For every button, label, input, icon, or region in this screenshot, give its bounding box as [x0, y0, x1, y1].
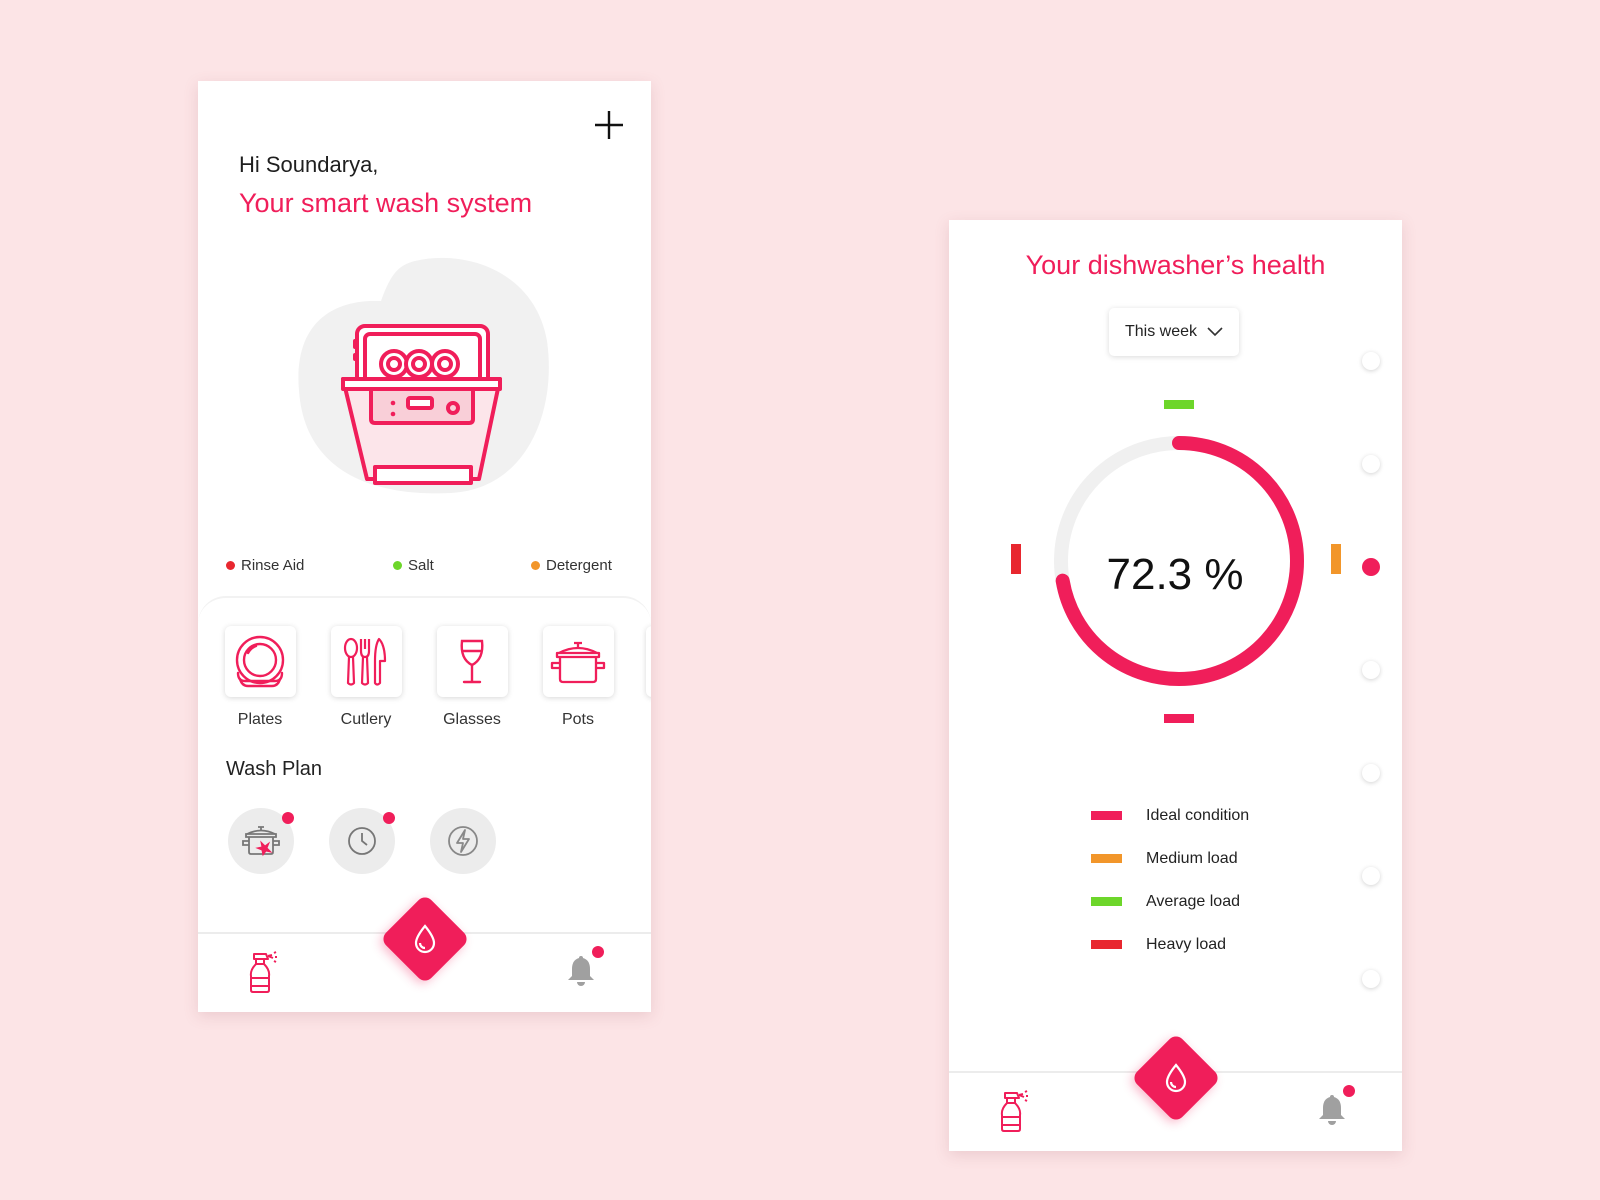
- bottom-nav: [949, 1032, 1402, 1151]
- page-title: Your smart wash system: [239, 188, 533, 218]
- cutlery-icon: [343, 637, 387, 686]
- week-timeline: [1357, 352, 1387, 992]
- timeline-point[interactable]: [1362, 661, 1380, 679]
- category-label: Plates: [237, 711, 283, 728]
- lightning-icon: [448, 826, 478, 856]
- legend-item: Heavy load: [1091, 923, 1331, 966]
- timeline-point[interactable]: [1362, 455, 1380, 473]
- page-title: Your dishwasher’s health: [1025, 250, 1326, 280]
- health-gauge: 72.3 %: [1005, 400, 1345, 750]
- notification-badge: [282, 812, 294, 824]
- marker-top: [1164, 400, 1194, 409]
- status-dot: [226, 561, 235, 570]
- legend-swatch: [1091, 811, 1122, 820]
- level-label: Detergent: [546, 557, 612, 574]
- bottom-nav: [198, 893, 651, 1012]
- legend-swatch: [1091, 940, 1122, 949]
- bottom-panel: [198, 596, 651, 1012]
- nav-notifications[interactable]: [566, 946, 604, 991]
- water-drop-icon: [1165, 1063, 1187, 1093]
- timeline-point[interactable]: [1362, 764, 1380, 782]
- category-pots[interactable]: Pots: [538, 626, 618, 729]
- legend-item: Ideal condition: [1091, 794, 1331, 837]
- category-label: Glasses: [443, 711, 501, 728]
- wash-plan-energy[interactable]: [430, 808, 496, 874]
- level-rinse-aid: Rinse Aid: [226, 557, 304, 574]
- notification-badge: [383, 812, 395, 824]
- legend-label: Average load: [1146, 892, 1240, 910]
- timeline-point[interactable]: [1362, 867, 1380, 885]
- timeline-point-active[interactable]: [1362, 558, 1380, 576]
- health-screen: Your dishwasher’s health This week 72.3 …: [949, 220, 1402, 1151]
- level-label: Rinse Aid: [241, 557, 305, 574]
- bell-icon: [1319, 1095, 1345, 1125]
- plates-icon: [235, 635, 285, 687]
- legend-label: Heavy load: [1146, 935, 1227, 953]
- nav-cleaning[interactable]: [997, 1089, 1031, 1138]
- category-plates[interactable]: Plates: [220, 626, 300, 729]
- water-drop-icon: [414, 924, 436, 954]
- gauge-progress-arc: [1054, 436, 1304, 686]
- pot-icon: [550, 641, 606, 683]
- condition-legend: Ideal condition Medium load Average load…: [1091, 794, 1331, 966]
- category-glasses[interactable]: Glasses: [432, 626, 512, 729]
- period-value: This week: [1124, 323, 1198, 340]
- plates-tile[interactable]: [224, 626, 296, 697]
- legend-label: Ideal condition: [1146, 806, 1250, 824]
- spray-bottle-icon: [1000, 1090, 1028, 1132]
- cutlery-tile[interactable]: [330, 626, 402, 697]
- category-label: Cutlery: [340, 711, 392, 728]
- bell-icon: [568, 956, 594, 986]
- status-dot: [393, 561, 402, 570]
- level-salt: Salt: [393, 557, 434, 574]
- spray-bottle-icon: [249, 951, 277, 993]
- marker-bottom: [1164, 714, 1194, 723]
- timeline-point[interactable]: [1362, 970, 1380, 988]
- clock-icon: [348, 827, 376, 855]
- home-screen: Hi Soundarya, Your smart wash system: [198, 81, 651, 1012]
- marker-left: [1011, 544, 1021, 574]
- chevron-down-icon: [1207, 327, 1223, 337]
- nav-notifications[interactable]: [1317, 1085, 1355, 1130]
- add-button[interactable]: [593, 109, 625, 141]
- legend-swatch: [1091, 897, 1122, 906]
- health-percentage: 72.3 %: [1106, 550, 1244, 599]
- notification-badge: [1343, 1085, 1355, 1097]
- wash-plan-pots-stain[interactable]: [228, 808, 294, 874]
- consumables-status: Rinse Aid Salt Detergent: [226, 557, 626, 577]
- legend-item: Medium load: [1091, 837, 1331, 880]
- marker-right: [1331, 544, 1341, 574]
- level-label: Salt: [408, 557, 434, 574]
- category-label: Pots: [561, 711, 594, 728]
- dishwasher-illustration: [295, 251, 557, 501]
- pot-stain-icon: [242, 826, 280, 857]
- status-dot: [531, 561, 540, 570]
- category-cutlery[interactable]: Cutlery: [326, 626, 406, 729]
- period-dropdown[interactable]: This week: [1109, 308, 1239, 356]
- glasses-tile[interactable]: [436, 626, 508, 697]
- legend-item: Average load: [1091, 880, 1331, 923]
- plus-icon: [595, 111, 623, 139]
- nav-cleaning[interactable]: [246, 950, 280, 999]
- level-detergent: Detergent: [531, 557, 612, 574]
- wash-plan-timer[interactable]: [329, 808, 395, 874]
- category-next-peek[interactable]: [646, 626, 651, 697]
- legend-label: Medium load: [1146, 849, 1238, 867]
- legend-swatch: [1091, 854, 1122, 863]
- notification-badge: [592, 946, 604, 958]
- wash-button[interactable]: [1130, 1032, 1222, 1124]
- timeline-point[interactable]: [1362, 352, 1380, 370]
- pots-tile[interactable]: [542, 626, 614, 697]
- wash-button[interactable]: [379, 893, 471, 985]
- wash-plan-title: Wash Plan: [226, 758, 322, 780]
- greeting: Hi Soundarya,: [239, 152, 379, 177]
- glasses-icon: [460, 639, 484, 683]
